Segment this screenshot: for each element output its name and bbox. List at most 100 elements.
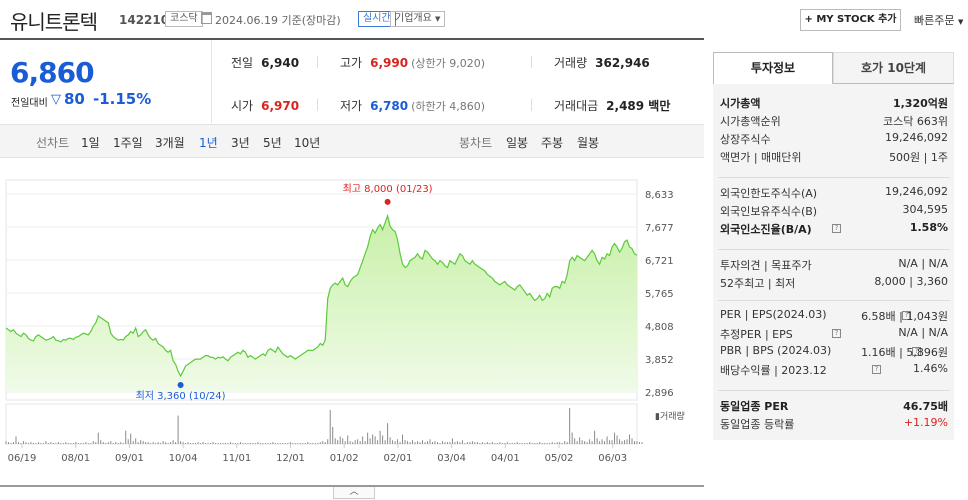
help-icon[interactable]: ? xyxy=(832,224,841,233)
stat-value: 2,489 백만 xyxy=(606,99,671,113)
stat-high: 고가 6,990 (상한가 9,020) xyxy=(340,54,485,71)
tab-1d[interactable]: 1일 xyxy=(81,136,100,150)
volume-bar xyxy=(12,442,14,444)
info-value: 1.46% xyxy=(913,362,948,375)
stat-label: 저가 xyxy=(340,99,363,113)
volume-label: 거래량 xyxy=(659,412,685,422)
help-icon[interactable]: ? xyxy=(832,329,841,338)
help-icon[interactable]: ? xyxy=(902,311,911,320)
volume-bar xyxy=(244,443,246,444)
volume-bar xyxy=(461,440,463,444)
realtime-button[interactable]: 실시간 xyxy=(358,11,396,27)
volume-bar xyxy=(92,441,94,444)
volume-bar xyxy=(436,442,438,444)
volume-bar xyxy=(382,435,384,444)
volume-bar xyxy=(219,443,221,444)
x-tick-label: 04/01 xyxy=(491,453,520,464)
x-tick-label: 09/01 xyxy=(115,453,144,464)
volume-bar xyxy=(541,443,543,444)
info-value: 1.16배 | 5,896원 xyxy=(861,346,948,359)
volume-bar xyxy=(27,443,29,444)
volume-bar xyxy=(431,442,433,444)
panel-divider xyxy=(718,390,950,391)
info-value: 코스닥 663위 xyxy=(883,115,948,128)
tab-weekly-candle[interactable]: 주봉 xyxy=(541,136,564,150)
volume-bar xyxy=(624,440,626,444)
volume-bar xyxy=(589,439,591,444)
stat-label: 전일 xyxy=(231,56,254,70)
volume-bar xyxy=(489,443,491,444)
tab-monthly-candle[interactable]: 월봉 xyxy=(577,136,600,150)
my-stock-add-button[interactable]: + MY STOCK 추가 xyxy=(800,9,901,31)
volume-bar xyxy=(501,443,503,444)
info-label: 배당수익률 | 2023.12 xyxy=(720,364,827,377)
price-change: 80 xyxy=(64,90,85,108)
tab-10y[interactable]: 10년 xyxy=(294,136,321,150)
volume-bar xyxy=(52,443,54,444)
quick-order-button[interactable]: 빠른주문 ▼ xyxy=(914,12,963,28)
volume-bar xyxy=(367,432,369,444)
volume-bar xyxy=(357,439,359,444)
volume-bar xyxy=(332,426,334,444)
volume-bar xyxy=(135,438,137,444)
volume-bar xyxy=(516,442,518,444)
info-value: 1,320억원 xyxy=(892,97,948,110)
volume-bar xyxy=(619,439,621,444)
volume-bar xyxy=(77,443,79,444)
volume-bar xyxy=(289,442,291,444)
volume-bar xyxy=(616,435,618,444)
volume-bar xyxy=(195,443,197,444)
info-label: 동일업종 PER xyxy=(720,400,789,413)
price-chart[interactable]: 8,633 7,677 6,721 5,765 4,808 3,852 2,896 최고 8,… xyxy=(0,158,704,488)
volume-bar xyxy=(47,443,49,444)
collapse-button[interactable]: ︿ xyxy=(333,487,375,499)
info-row: 동일업종 등락률 +1.19% xyxy=(720,416,948,434)
volume-bar xyxy=(449,442,451,444)
volume-bar xyxy=(464,443,466,444)
help-icon[interactable]: ? xyxy=(912,347,921,356)
info-row: 추정PER | EPS? N/A | N/A xyxy=(720,326,948,344)
volume-bar xyxy=(626,439,628,444)
volume-bar xyxy=(130,433,132,444)
volume-bar xyxy=(569,408,571,444)
volume-bar xyxy=(634,441,636,444)
volume-bar xyxy=(377,440,379,444)
volume-bar xyxy=(62,443,64,444)
volume-bar xyxy=(150,443,152,444)
volume-bar xyxy=(45,441,47,444)
tab-hoga-10[interactable]: 호가 10단계 xyxy=(833,52,954,84)
stat-value: 6,970 xyxy=(261,99,300,113)
volume-bar xyxy=(167,443,169,444)
market-badge: 코스닥 xyxy=(165,11,203,27)
volume-bar xyxy=(20,443,22,444)
volume-bar xyxy=(297,443,299,444)
volume-bar xyxy=(102,442,104,444)
tab-daily-candle[interactable]: 일봉 xyxy=(506,136,529,150)
volume-bar xyxy=(294,443,296,444)
volume-bar xyxy=(259,443,261,444)
tab-1w[interactable]: 1주일 xyxy=(113,136,143,150)
stock-name: 유니트론텍 xyxy=(10,10,98,34)
tab-3y[interactable]: 3년 xyxy=(231,136,250,150)
company-info-dropdown[interactable]: 기업개요 ▼ xyxy=(390,11,446,27)
tab-5y[interactable]: 5년 xyxy=(263,136,282,150)
volume-bar xyxy=(546,443,548,444)
volume-bar xyxy=(641,442,643,444)
volume-bar xyxy=(187,442,189,444)
y-tick-label: 6,721 xyxy=(645,256,674,267)
volume-bar xyxy=(549,443,551,444)
volume-bar xyxy=(50,442,52,444)
stat-value: 6,990 xyxy=(370,56,409,70)
volume-bar xyxy=(215,443,217,444)
price-line xyxy=(5,213,638,378)
volume-bar xyxy=(536,443,538,444)
tab-3m[interactable]: 3개월 xyxy=(155,136,185,150)
tab-invest-info[interactable]: 투자정보 xyxy=(713,52,833,84)
help-icon[interactable]: ? xyxy=(872,365,881,374)
stat-label: 시가 xyxy=(231,99,254,113)
chart-tab-bar: 선차트 1일 1주일 3개월 1년 3년 5년 10년 봉차트 일봉 주봉 월봉 xyxy=(0,124,704,158)
volume-bar xyxy=(504,443,506,444)
volume-bar xyxy=(170,442,172,444)
info-value: 46.75배 xyxy=(903,400,948,413)
tab-1y[interactable]: 1년 xyxy=(199,136,218,150)
